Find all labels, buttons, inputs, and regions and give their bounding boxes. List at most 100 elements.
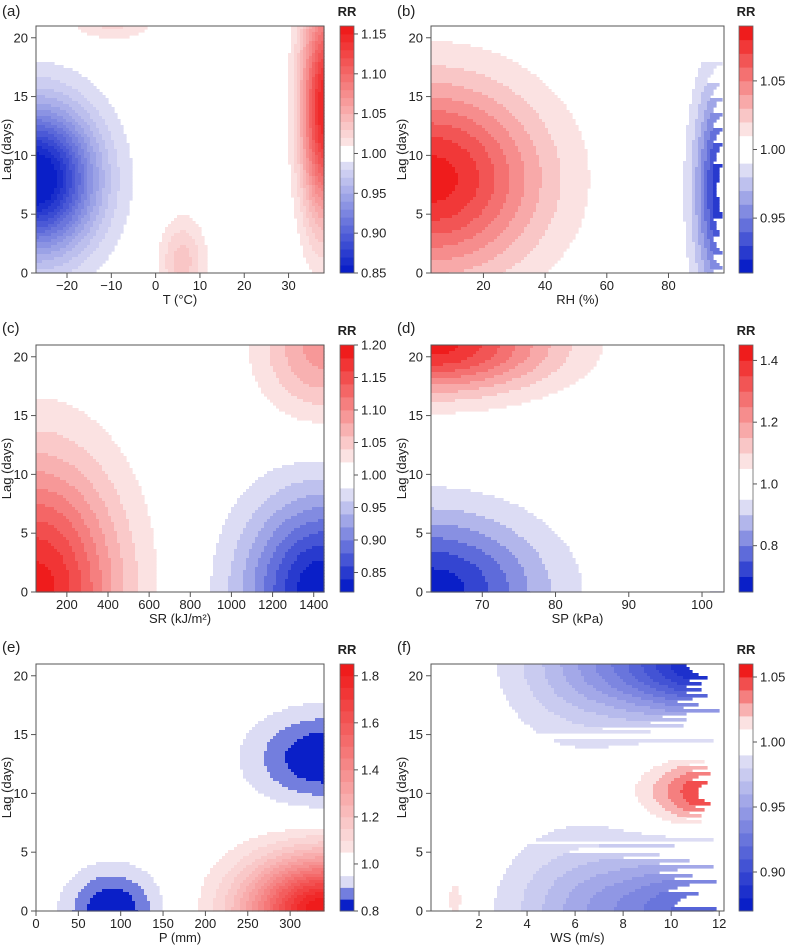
panel-tag: (a) (2, 3, 20, 20)
contour-cell (105, 176, 112, 180)
contour-cell (288, 549, 307, 553)
contour-cell (264, 754, 286, 758)
contour-cell (297, 182, 301, 186)
contour-cell (48, 143, 58, 147)
contour-cell (632, 673, 648, 677)
contour-cell (60, 898, 76, 902)
contour-cell (488, 242, 513, 246)
contour-cell (479, 387, 522, 391)
contour-cell (159, 269, 169, 273)
contour-cell (309, 239, 319, 243)
contour-cell (527, 585, 552, 589)
contour-cell (518, 561, 543, 565)
contour-cell (54, 582, 70, 586)
contour-cell (303, 173, 307, 177)
contour-cell (524, 892, 549, 896)
contour-cell (51, 197, 58, 201)
contour-cell (264, 585, 274, 589)
contour-cell (668, 784, 684, 788)
contour-cell (117, 206, 130, 210)
contour-cell (309, 203, 313, 207)
contour-cell (294, 80, 298, 84)
contour-cell (63, 534, 79, 538)
contour-cell (707, 182, 714, 186)
contour-cell (81, 125, 91, 129)
contour-cell (36, 531, 61, 535)
colorbar-swatch (340, 410, 354, 424)
contour-cell (306, 95, 310, 99)
contour-cell (494, 98, 525, 102)
contour-cell (36, 477, 61, 481)
contour-cell (288, 62, 295, 66)
contour-cell (560, 167, 588, 171)
contour-cell (285, 877, 295, 881)
contour-cell (276, 405, 325, 409)
contour-cell (267, 498, 298, 502)
contour-cell (315, 176, 319, 180)
contour-cell (692, 143, 699, 147)
contour-cell (431, 360, 462, 364)
contour-cell (695, 188, 702, 192)
contour-cell (276, 570, 289, 574)
contour-cell (285, 751, 325, 755)
contour-cell (114, 528, 130, 532)
contour-cell (120, 176, 133, 180)
contour-cell (102, 164, 112, 168)
contour-cell (255, 898, 262, 902)
contour-cell (539, 555, 573, 559)
contour-cell (198, 248, 208, 252)
contour-cell (482, 92, 516, 96)
contour-cell (72, 200, 76, 204)
colorbar-swatch (340, 579, 354, 593)
colorbar-tick-label: 1.10 (361, 66, 386, 81)
contour-cell (300, 119, 304, 123)
contour-cell (309, 191, 313, 195)
contour-cell (431, 561, 471, 565)
contour-cell (285, 585, 298, 589)
contour-cell (66, 224, 73, 228)
contour-cell (644, 805, 663, 809)
contour-cell (596, 874, 645, 878)
contour-cell (276, 889, 283, 893)
contour-cell (249, 351, 271, 355)
contour-cell (491, 161, 507, 165)
contour-cell (309, 263, 325, 267)
contour-cell (213, 555, 235, 559)
contour-cell (78, 895, 94, 899)
contour-cell (315, 62, 319, 66)
contour-cell (701, 257, 708, 261)
contour-cell (309, 236, 316, 240)
contour-cell (72, 206, 79, 210)
contour-cell (123, 570, 139, 574)
contour-cell (228, 516, 253, 520)
plot-frame (430, 663, 725, 912)
contour-cell (506, 155, 522, 159)
contour-cell (75, 555, 88, 559)
contour-cell (36, 74, 82, 78)
contour-cell (509, 582, 528, 586)
contour-cell (81, 573, 91, 577)
contour-cell (512, 266, 552, 270)
contour-cell (309, 92, 313, 96)
contour-cell (75, 221, 82, 225)
contour-cell (168, 224, 199, 228)
contour-cell (506, 107, 534, 111)
contour-cell (135, 552, 157, 556)
contour-cell (318, 531, 325, 535)
contour-cell (111, 576, 124, 580)
contour-cell (431, 149, 468, 153)
contour-cell (216, 543, 238, 547)
contour-cell (512, 862, 549, 866)
contour-cell (692, 146, 699, 150)
contour-cell (431, 77, 492, 81)
contour-cell (267, 853, 283, 857)
contour-cell (614, 670, 630, 674)
contour-cell (306, 104, 310, 108)
contour-cell (36, 221, 55, 225)
contour-cell (93, 170, 100, 174)
contour-cell (261, 390, 289, 394)
contour-cell (216, 546, 238, 550)
contour-cell (479, 140, 498, 144)
colorbar-swatch (739, 576, 753, 593)
contour-cell (66, 167, 70, 171)
